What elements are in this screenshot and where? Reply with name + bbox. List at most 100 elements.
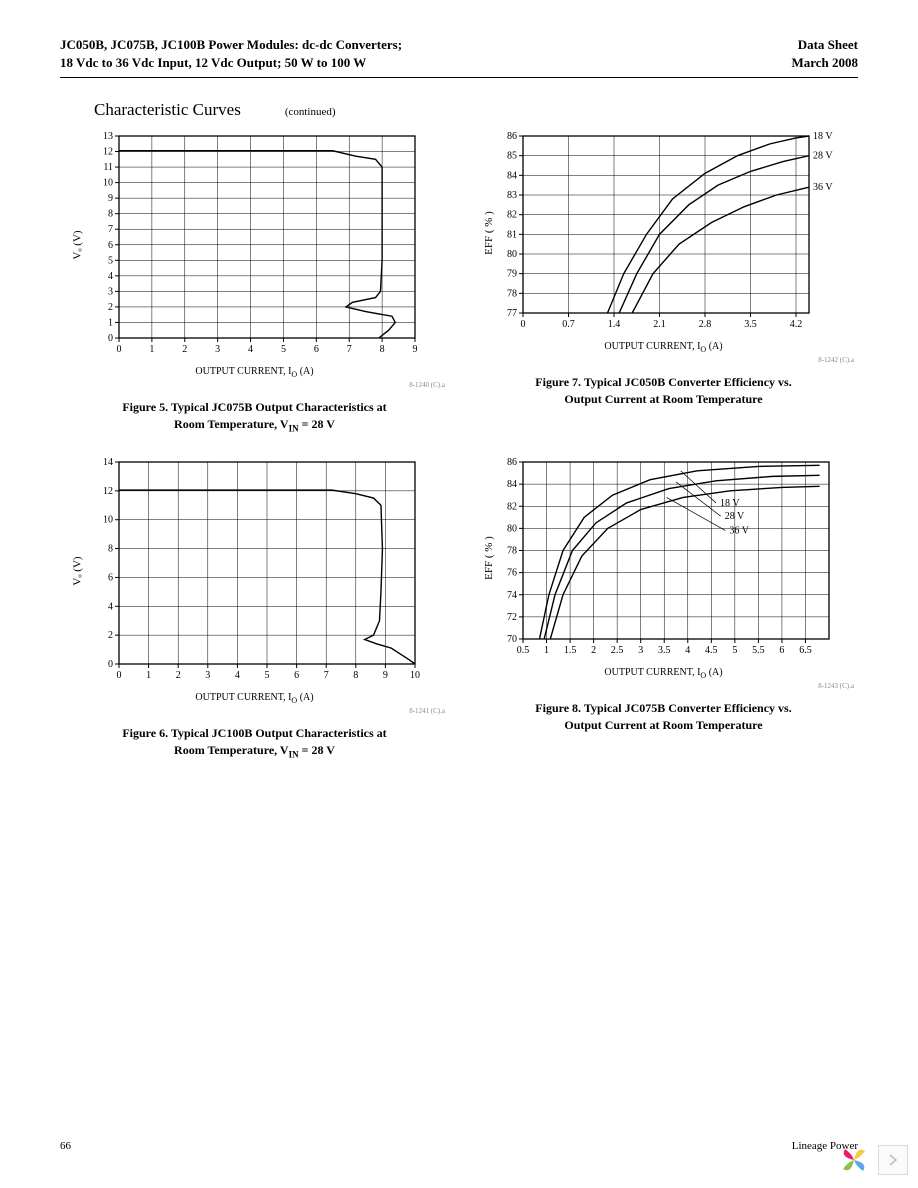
svg-text:0: 0: [116, 670, 121, 681]
svg-text:3.5: 3.5: [657, 645, 670, 656]
fig5-refcode: 8-1240 (C).a: [409, 381, 445, 389]
svg-text:6: 6: [108, 572, 113, 583]
svg-text:78: 78: [507, 288, 517, 299]
svg-text:11: 11: [103, 162, 113, 173]
svg-text:83: 83: [507, 190, 517, 201]
svg-text:0.5: 0.5: [516, 645, 529, 656]
svg-text:3: 3: [205, 670, 210, 681]
header-left-line1: JC050B, JC075B, JC100B Power Modules: dc…: [60, 37, 402, 52]
svg-text:5: 5: [732, 645, 737, 656]
fig8-ylabel: EFF ( % ): [482, 537, 494, 581]
fig8-chart: 0.511.522.533.544.555.566.57072747678808…: [489, 456, 839, 661]
svg-text:9: 9: [108, 193, 113, 204]
svg-text:4: 4: [234, 670, 239, 681]
svg-text:3.5: 3.5: [744, 319, 757, 330]
fig7-caption: Figure 7. Typical JC050B Converter Effic…: [535, 374, 791, 409]
svg-text:2.5: 2.5: [610, 645, 623, 656]
svg-text:79: 79: [507, 269, 517, 280]
svg-text:82: 82: [507, 210, 517, 221]
chevron-right-icon: [889, 1154, 897, 1166]
svg-text:7: 7: [108, 224, 113, 235]
svg-text:2.8: 2.8: [698, 319, 711, 330]
svg-text:77: 77: [507, 308, 517, 319]
figure-6-block: Vₒ (V) 01234567891002468101214 OUTPUT CU…: [60, 456, 449, 762]
svg-text:2.1: 2.1: [653, 319, 666, 330]
page-header: JC050B, JC075B, JC100B Power Modules: dc…: [60, 36, 858, 78]
svg-text:8: 8: [379, 344, 384, 355]
svg-text:36 V: 36 V: [813, 182, 833, 193]
svg-text:8: 8: [353, 670, 358, 681]
fig8-refcode: 8-1243 (C).a: [818, 682, 854, 690]
svg-text:2: 2: [175, 670, 180, 681]
svg-text:70: 70: [507, 634, 517, 645]
svg-text:2: 2: [108, 630, 113, 641]
fig7-xlabel: OUTPUT CURRENT, IO (A): [604, 341, 722, 354]
svg-text:7: 7: [346, 344, 351, 355]
svg-text:85: 85: [507, 151, 517, 162]
svg-text:0: 0: [108, 659, 113, 670]
svg-text:10: 10: [103, 178, 113, 189]
svg-text:12: 12: [103, 486, 113, 497]
svg-text:36 V: 36 V: [729, 526, 749, 537]
svg-text:84: 84: [507, 479, 517, 490]
fig6-refcode: 8-1241 (C).a: [409, 707, 445, 715]
figure-8-block: EFF ( % ) 0.511.522.533.544.555.566.5707…: [469, 456, 858, 762]
svg-text:14: 14: [103, 457, 113, 468]
svg-text:10: 10: [103, 515, 113, 526]
svg-text:76: 76: [507, 568, 517, 579]
svg-text:0: 0: [520, 319, 525, 330]
svg-text:2: 2: [108, 302, 113, 313]
pinwheel-icon: [836, 1142, 872, 1178]
page-number: 66: [60, 1140, 71, 1152]
svg-text:9: 9: [412, 344, 417, 355]
svg-text:1: 1: [146, 670, 151, 681]
section-heading: Characteristic Curves (continued): [60, 100, 858, 120]
svg-text:80: 80: [507, 249, 517, 260]
svg-text:1.4: 1.4: [607, 319, 620, 330]
svg-text:5: 5: [280, 344, 285, 355]
svg-text:8: 8: [108, 543, 113, 554]
svg-text:1: 1: [149, 344, 154, 355]
fig7-chart: 00.71.42.12.83.54.2777879808182838485861…: [489, 130, 839, 335]
fig6-chart: 01234567891002468101214: [85, 456, 425, 686]
svg-text:4.5: 4.5: [705, 645, 718, 656]
fig5-xlabel: OUTPUT CURRENT, IO (A): [195, 366, 313, 379]
continued-label: (continued): [285, 106, 336, 118]
fig5-chart: 0123456789012345678910111213: [85, 130, 425, 360]
svg-text:4.2: 4.2: [789, 319, 802, 330]
svg-text:18 V: 18 V: [813, 131, 833, 142]
svg-text:2: 2: [591, 645, 596, 656]
svg-text:5: 5: [108, 255, 113, 266]
fig5-caption: Figure 5. Typical JC075B Output Characte…: [122, 399, 386, 436]
svg-text:1: 1: [544, 645, 549, 656]
fig6-ylabel: Vₒ (V): [71, 556, 83, 585]
svg-text:82: 82: [507, 501, 517, 512]
fig7-refcode: 8-1242 (C).a: [818, 356, 854, 364]
svg-text:84: 84: [507, 170, 517, 181]
svg-text:3: 3: [215, 344, 220, 355]
svg-text:4: 4: [685, 645, 690, 656]
svg-text:1: 1: [108, 318, 113, 329]
header-right-line2: March 2008: [791, 55, 858, 70]
svg-text:4: 4: [248, 344, 253, 355]
svg-text:86: 86: [507, 457, 517, 468]
svg-text:4: 4: [108, 601, 113, 612]
fig6-xlabel: OUTPUT CURRENT, IO (A): [195, 692, 313, 705]
svg-text:78: 78: [507, 545, 517, 556]
fig7-ylabel: EFF ( % ): [482, 211, 494, 255]
next-page-button[interactable]: [878, 1145, 908, 1175]
svg-text:5: 5: [264, 670, 269, 681]
svg-text:3: 3: [108, 286, 113, 297]
svg-text:0: 0: [108, 333, 113, 344]
figure-7-block: EFF ( % ) 00.71.42.12.83.54.277787980818…: [469, 130, 858, 436]
svg-text:6: 6: [108, 240, 113, 251]
fig5-ylabel: Vₒ (V): [71, 231, 83, 260]
header-left: JC050B, JC075B, JC100B Power Modules: dc…: [60, 36, 402, 71]
svg-text:18 V: 18 V: [720, 498, 740, 509]
svg-text:28 V: 28 V: [813, 151, 833, 162]
svg-text:7: 7: [323, 670, 328, 681]
svg-text:1.5: 1.5: [563, 645, 576, 656]
figure-5-block: Vₒ (V) 0123456789012345678910111213 OUTP…: [60, 130, 449, 436]
svg-text:4: 4: [108, 271, 113, 282]
svg-text:74: 74: [507, 590, 517, 601]
